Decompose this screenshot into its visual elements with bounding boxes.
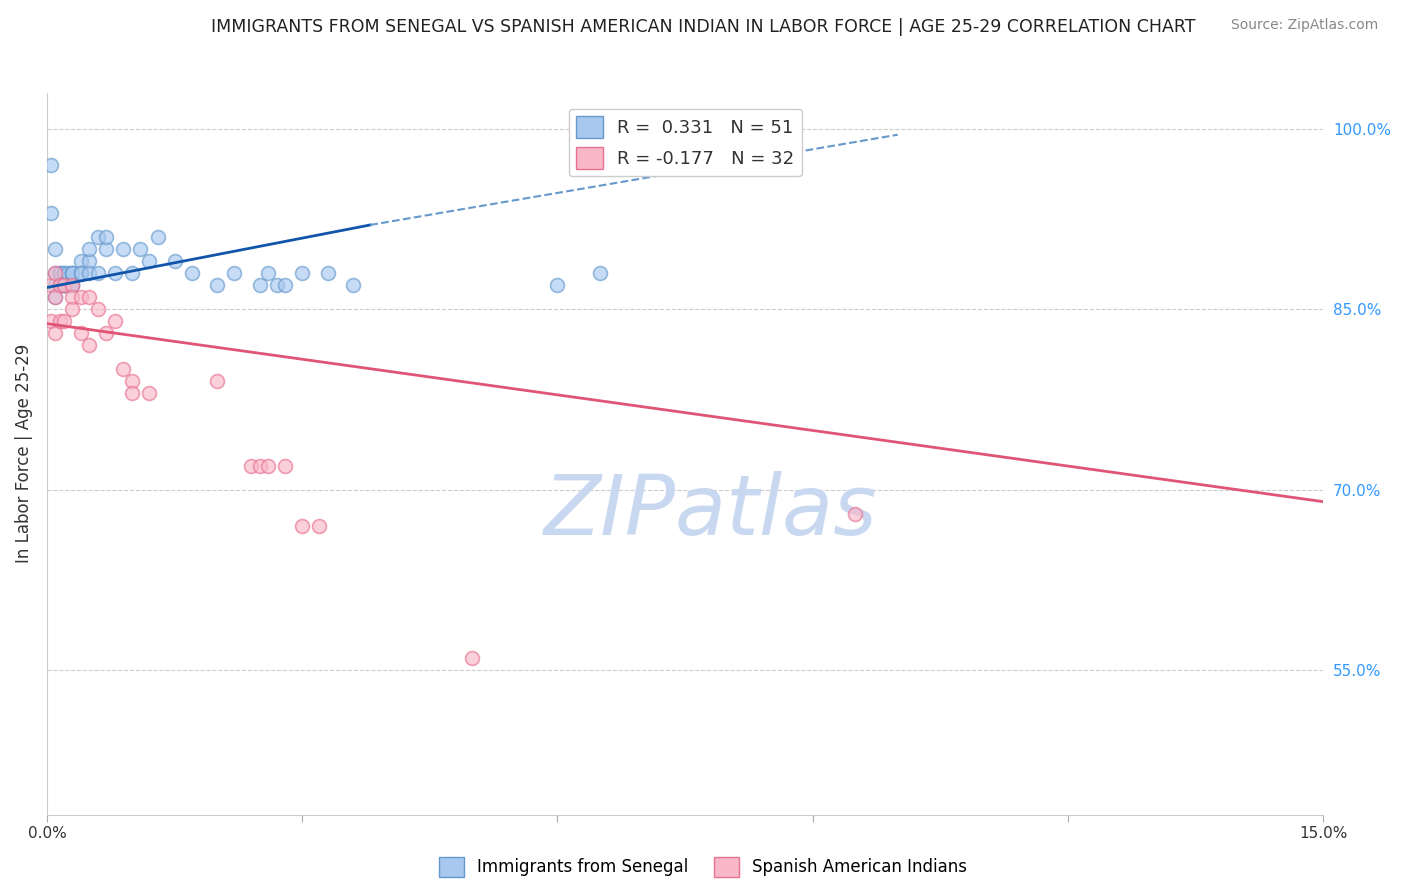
Point [79,338,101,352]
Legend: Immigrants from Senegal, Spanish American Indians: Immigrants from Senegal, Spanish America… [433,850,973,884]
Text: IMMIGRANTS FROM SENEGAL VS SPANISH AMERICAN INDIAN IN LABOR FORCE | AGE 25-29 CO: IMMIGRANTS FROM SENEGAL VS SPANISH AMERI… [211,18,1195,36]
Point [44,278,66,293]
Point [70,266,93,280]
Point [48,266,70,280]
Point [96,326,118,341]
Point [44,326,66,341]
Point [52,278,75,293]
Point [79,254,101,268]
Point [87,266,110,280]
Point [87,302,110,317]
Point [52,278,75,293]
Point [39,278,62,293]
Point [62,266,84,280]
Point [52,266,75,280]
Point [274,458,297,473]
Point [249,278,271,293]
Point [121,375,143,389]
Point [546,278,568,293]
Point [257,266,280,280]
Point [48,278,70,293]
Point [308,518,330,533]
Point [342,278,364,293]
Point [62,302,84,317]
Point [249,458,271,473]
Point [62,266,84,280]
Point [56,278,79,293]
Point [70,290,93,304]
Point [104,314,127,328]
Point [205,375,228,389]
Text: Source: ZipAtlas.com: Source: ZipAtlas.com [1230,18,1378,32]
Point [146,230,169,244]
Point [121,386,143,401]
Point [274,278,297,293]
Point [240,458,263,473]
Text: ZIPatlas: ZIPatlas [544,471,877,552]
Point [39,206,62,220]
Point [163,254,186,268]
Point [56,266,79,280]
Point [79,290,101,304]
Point [96,230,118,244]
Point [44,266,66,280]
Point [70,266,93,280]
Y-axis label: In Labor Force | Age 25-29: In Labor Force | Age 25-29 [15,344,32,563]
Point [205,278,228,293]
Point [39,314,62,328]
Point [121,266,143,280]
Point [52,266,75,280]
Point [222,266,245,280]
Point [112,242,135,256]
Point [316,266,339,280]
Point [52,278,75,293]
Point [844,507,866,521]
Point [96,242,118,256]
Point [266,278,288,293]
Point [104,266,127,280]
Point [44,266,66,280]
Point [48,314,70,328]
Point [52,278,75,293]
Point [62,278,84,293]
Point [52,278,75,293]
Point [129,242,152,256]
Point [79,266,101,280]
Point [112,362,135,376]
Point [70,326,93,341]
Point [589,266,612,280]
Point [70,254,93,268]
Point [291,518,314,533]
Point [180,266,202,280]
Point [48,278,70,293]
Point [257,458,280,473]
Point [79,242,101,256]
Point [62,290,84,304]
Point [48,266,70,280]
Point [52,314,75,328]
Point [138,386,160,401]
Legend: R =  0.331   N = 51, R = -0.177   N = 32: R = 0.331 N = 51, R = -0.177 N = 32 [568,109,801,177]
Point [44,290,66,304]
Point [138,254,160,268]
Point [87,230,110,244]
Point [44,290,66,304]
Point [39,158,62,172]
Point [62,278,84,293]
Point [44,242,66,256]
Point [291,266,314,280]
Point [461,651,484,665]
Point [62,266,84,280]
Point [62,278,84,293]
